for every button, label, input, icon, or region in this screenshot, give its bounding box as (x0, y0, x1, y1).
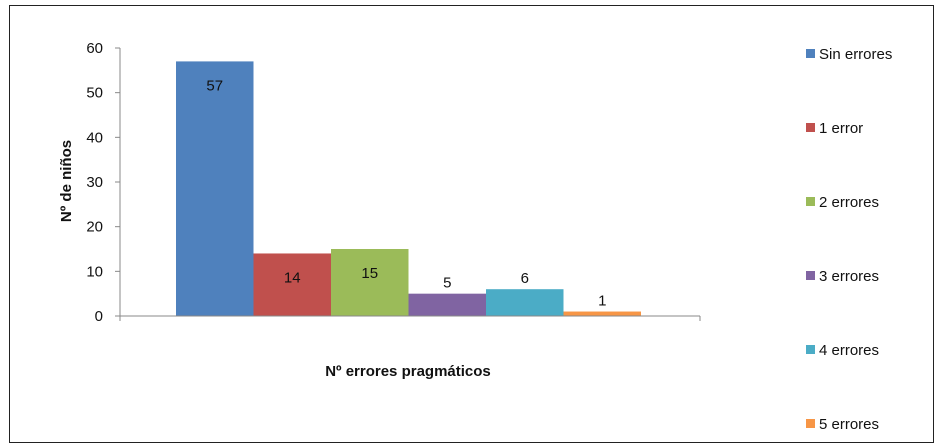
x-axis-title: Nº errores pragmáticos (325, 363, 491, 380)
chart-frame: 0 10 20 30 40 50 60 57 14 15 5 6 1 Nº de niños Nº e… (9, 5, 934, 443)
legend-label-6: 5 errores (819, 416, 879, 433)
bar-3 (331, 249, 409, 316)
bars-group (176, 61, 641, 317)
y-tick-label: 60 (86, 40, 103, 57)
y-axis-title: Nº de niños (58, 140, 75, 222)
legend: Sin errores 1 error 2 errores 3 errores 4 er… (806, 46, 892, 433)
data-label-4: 5 (443, 275, 451, 292)
y-tick-label: 10 (86, 263, 103, 280)
legend-label-5: 4 errores (819, 342, 879, 359)
legend-swatch-5 (806, 345, 815, 354)
y-tick-label: 20 (86, 219, 103, 236)
y-tick-label: 40 (86, 129, 103, 146)
legend-label-2: 1 error (819, 120, 863, 137)
data-labels-group: 57 14 15 5 6 1 (206, 77, 606, 309)
bar-5 (486, 289, 564, 316)
data-label-3: 15 (361, 265, 378, 282)
chart-svg: 0 10 20 30 40 50 60 57 14 15 5 6 1 Nº de niños Nº e… (58, 40, 892, 433)
legend-swatch-3 (806, 197, 815, 206)
data-label-5: 6 (521, 270, 529, 287)
legend-swatch-2 (806, 123, 815, 132)
y-axis-ticks: 0 10 20 30 40 50 60 (86, 40, 701, 325)
data-label-6: 1 (598, 293, 606, 310)
data-label-1: 57 (206, 77, 223, 94)
legend-label-3: 2 errores (819, 194, 879, 211)
legend-label-1: Sin errores (819, 46, 892, 63)
y-tick-label: 50 (86, 85, 103, 102)
bar-6 (563, 311, 641, 316)
y-tick-label: 0 (95, 308, 103, 325)
y-tick-label: 30 (86, 174, 103, 191)
data-label-2: 14 (284, 269, 301, 286)
bar-2 (253, 253, 331, 316)
legend-swatch-6 (806, 419, 815, 428)
legend-swatch-1 (806, 49, 815, 58)
bar-4 (408, 293, 486, 316)
legend-label-4: 3 errores (819, 268, 879, 285)
legend-swatch-4 (806, 271, 815, 280)
bar-1 (176, 61, 254, 317)
